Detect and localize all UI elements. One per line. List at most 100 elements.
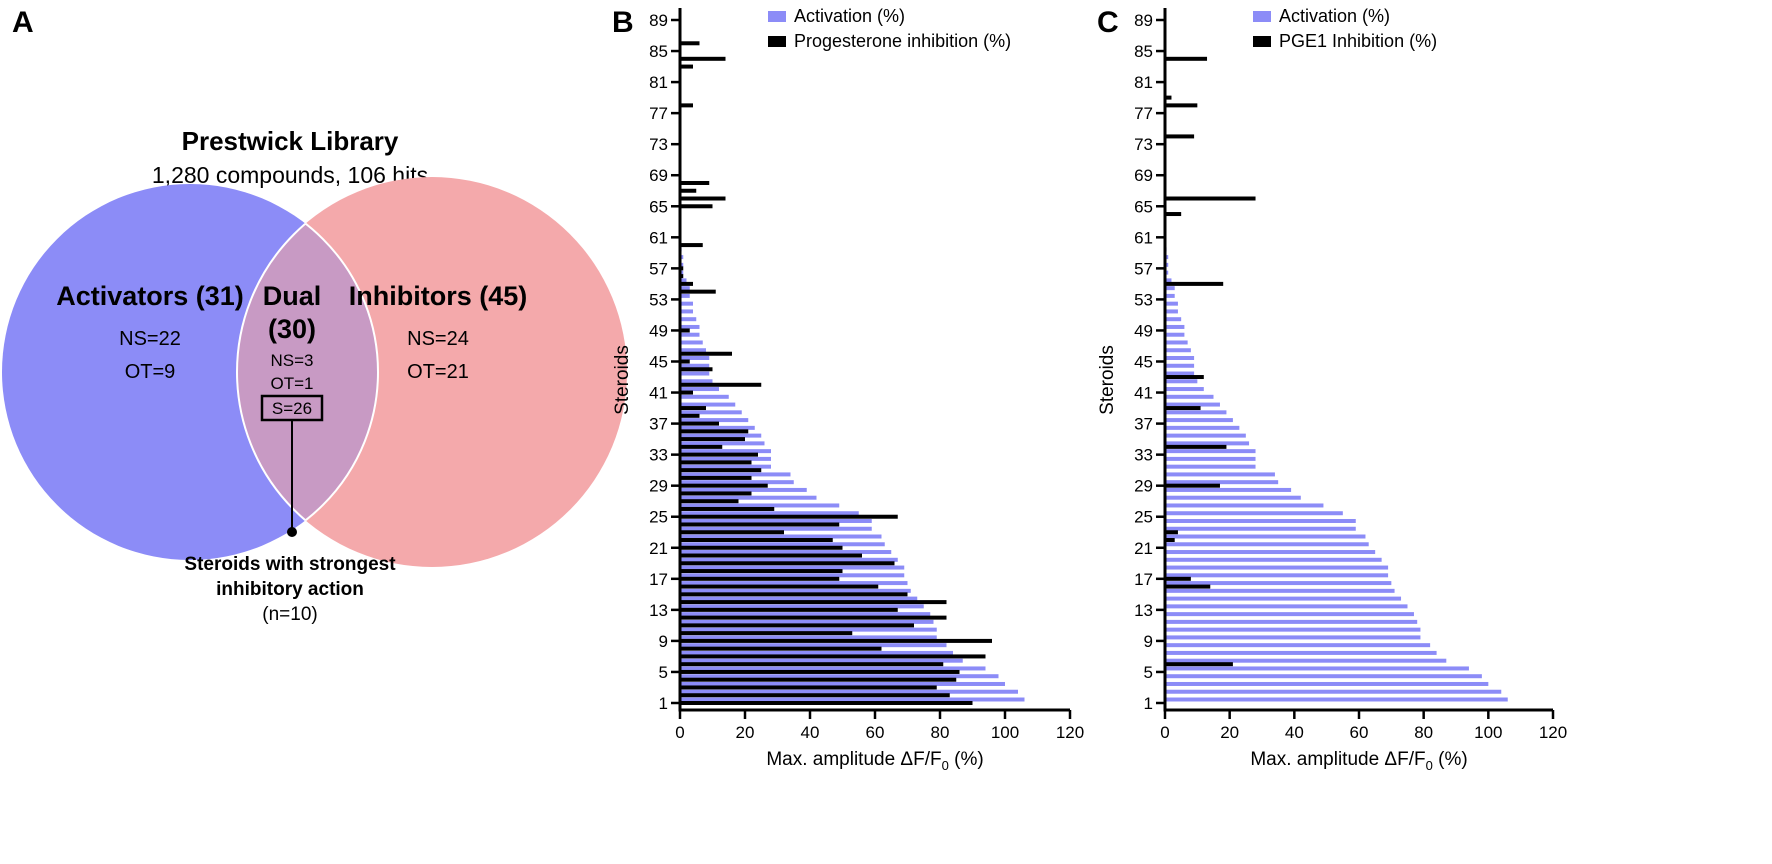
y-tick-label: 57 [1134, 259, 1153, 278]
activation-bar [1165, 627, 1421, 632]
activation-bar [1165, 270, 1169, 275]
x-tick-label: 60 [1350, 723, 1369, 742]
activation-bar [1165, 402, 1220, 407]
activation-bar [1165, 394, 1214, 399]
activation-bar [1165, 573, 1389, 578]
activation-bar [1165, 518, 1356, 523]
activation-bar [680, 518, 872, 523]
activation-bar [1165, 309, 1178, 314]
activation-bar [1165, 363, 1195, 368]
activation-bar [680, 697, 1025, 702]
activation-bar [1165, 697, 1508, 702]
x-tick-label: 120 [1539, 723, 1567, 742]
activation-bar [680, 627, 937, 632]
inhibition-bar [680, 483, 768, 488]
callout-dot [287, 527, 297, 537]
x-tick-label: 80 [931, 723, 950, 742]
y-tick-label: 25 [1134, 508, 1153, 527]
activation-bar [680, 650, 953, 655]
activation-bar [680, 394, 729, 399]
activation-bar [680, 619, 934, 624]
activation-bar [1165, 674, 1482, 679]
inhibition-bar [680, 662, 944, 667]
y-tick-label: 17 [649, 570, 668, 589]
y-tick-label: 49 [1134, 321, 1153, 340]
inhibition-bar [680, 328, 690, 333]
activation-bar [680, 324, 700, 329]
inhibition-bar [1165, 134, 1195, 139]
x-axis-label-main: Max. amplitude ΔF/F [766, 749, 941, 770]
inhibition-bar [680, 406, 706, 411]
inhibition-bar [680, 530, 784, 535]
y-tick-label: 85 [1134, 42, 1153, 61]
activation-bar [680, 449, 771, 454]
activators-ot: OT=9 [125, 361, 176, 383]
inhibition-bar [1165, 576, 1191, 581]
y-tick-label: 57 [649, 259, 668, 278]
activation-bar [1165, 293, 1175, 298]
panel-c-chart: C 1 5 9 13 17 21 25 29 33 37 41 45 49 53 57 61 65 69 73 77 81… [1097, 6, 1567, 773]
activation-bar [1165, 301, 1178, 306]
x-tick-label: 120 [1056, 723, 1084, 742]
inhibition-bar [680, 359, 690, 364]
activation-bar [680, 363, 710, 368]
inhibition-bar [1165, 662, 1233, 667]
activation-bar [680, 573, 905, 578]
activation-bar [680, 596, 918, 601]
x-axis-label-subscript: 0 [942, 758, 949, 773]
activation-bar [680, 557, 898, 562]
inhibition-bar [680, 693, 950, 698]
dual-ot: OT=1 [271, 374, 314, 393]
activators-label: Activators (31) [56, 281, 244, 311]
inhibition-bar [680, 64, 693, 69]
activation-bar [680, 503, 840, 508]
dual-label: Dual [263, 281, 322, 311]
inhibition-bar [1165, 281, 1224, 286]
activation-bar [1165, 472, 1275, 477]
inhibition-bar [680, 196, 726, 201]
activation-bar [680, 340, 703, 345]
legend-swatch [1253, 11, 1271, 22]
activation-bar [680, 635, 937, 640]
inhibition-bar [680, 669, 960, 674]
activation-bar [680, 255, 684, 260]
inhibition-bar [680, 545, 843, 550]
activation-bar [680, 441, 765, 446]
activation-bar [680, 612, 931, 617]
inhibition-bar [680, 491, 752, 496]
activation-bar [1165, 340, 1188, 345]
activation-bar [1165, 681, 1489, 686]
x-axis-label-subscript: 0 [1426, 758, 1433, 773]
inhibition-bar [680, 103, 693, 108]
activation-bar [1165, 433, 1246, 438]
activation-bar [680, 433, 762, 438]
x-tick-label: 0 [675, 723, 684, 742]
inhibition-bar [1165, 375, 1204, 380]
activation-bar [680, 550, 892, 555]
inhibition-bar [680, 584, 879, 589]
inhibition-bar [680, 460, 752, 465]
activation-bar [1165, 356, 1195, 360]
y-tick-label: 49 [649, 321, 668, 340]
inhibition-bar [1165, 406, 1201, 411]
activation-bar [680, 379, 713, 384]
activation-bar [680, 262, 684, 267]
activation-bar [680, 402, 736, 407]
activation-bar [1165, 666, 1469, 671]
y-tick-label: 61 [1134, 228, 1153, 247]
activation-bar [680, 674, 999, 679]
legend-label: PGE1 Inhibition (%) [1279, 31, 1437, 51]
y-tick-label: 5 [659, 663, 668, 682]
y-tick-label: 29 [649, 477, 668, 496]
overlap-border [236, 184, 378, 560]
inhibition-bar [680, 701, 973, 705]
inhibition-bar [680, 677, 957, 682]
activation-bar [680, 472, 791, 477]
inhibition-bar [680, 506, 775, 511]
y-tick-label: 33 [649, 446, 668, 465]
y-tick-label: 53 [649, 290, 668, 309]
inhibition-bar [680, 600, 947, 605]
dual-ns: NS=3 [271, 351, 314, 370]
activation-bar [1165, 387, 1204, 392]
